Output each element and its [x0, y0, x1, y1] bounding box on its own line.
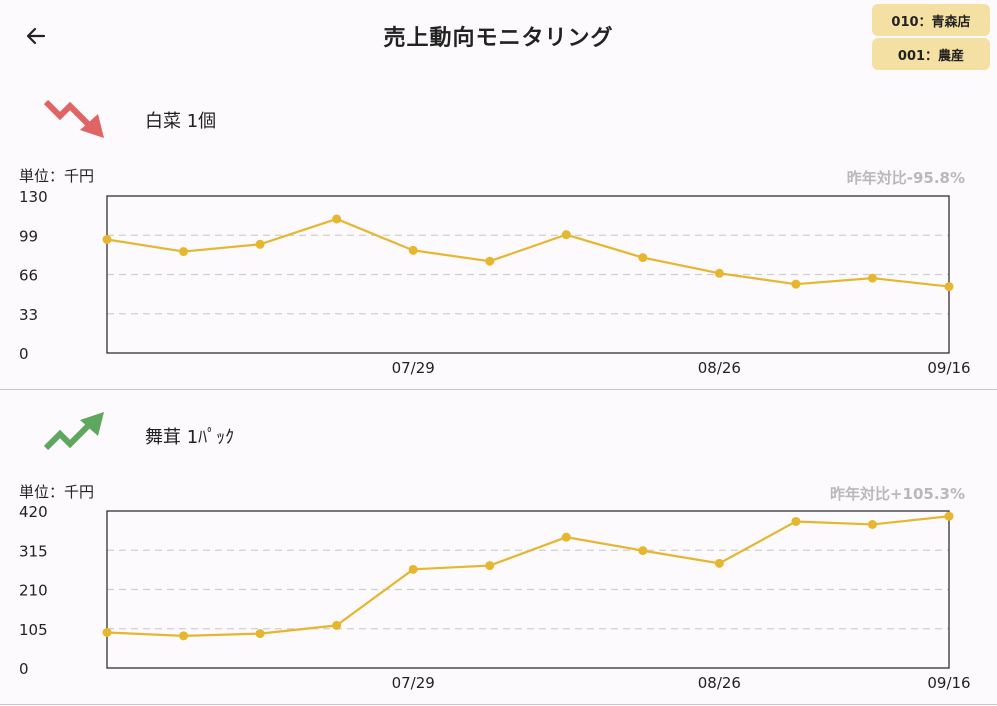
yoy-ratio: 昨年対比+105.3%	[829, 485, 965, 503]
y-tick-label: 99	[19, 227, 38, 245]
unit-label: 単位：千円	[19, 483, 95, 501]
series-line	[106, 217, 950, 288]
y-tick-label: 105	[19, 621, 48, 639]
department-selector-button[interactable]: 001：農産	[872, 38, 990, 70]
store-selector-button[interactable]: 010：青森店	[872, 4, 990, 36]
data-point	[638, 546, 648, 556]
data-point	[102, 627, 112, 637]
trend-down-icon	[43, 99, 104, 138]
y-tick-label: 210	[19, 582, 48, 600]
data-point	[561, 230, 571, 240]
data-point	[102, 234, 112, 244]
y-tick-label: 0	[19, 660, 29, 678]
data-point	[179, 247, 189, 257]
data-point	[485, 561, 495, 571]
data-point	[255, 239, 265, 249]
x-tick-label: 09/16	[927, 359, 970, 377]
y-tick-label: 420	[19, 503, 48, 521]
sales-line-chart: 420 315 210 105 0 07/29 08/26 09/16	[19, 503, 971, 692]
back-arrow-icon[interactable]	[22, 22, 50, 50]
section-divider	[0, 389, 997, 390]
data-point	[255, 629, 265, 639]
y-tick-label: 130	[19, 188, 48, 206]
series-line	[106, 515, 950, 637]
x-tick-label: 08/26	[698, 359, 741, 377]
data-point	[867, 273, 877, 283]
data-point	[332, 620, 342, 630]
plot-frame	[106, 510, 950, 669]
data-point	[944, 511, 954, 521]
y-tick-label: 315	[19, 542, 48, 560]
data-point	[791, 279, 801, 289]
plot-frame	[106, 195, 950, 354]
product-name: 舞茸 1ﾊﾟｯｸ	[145, 427, 235, 448]
product-name: 白菜 1個	[145, 111, 217, 132]
section-divider	[0, 704, 997, 705]
x-tick-label: 07/29	[392, 674, 435, 692]
data-point	[179, 631, 189, 641]
data-point	[561, 532, 571, 542]
data-point	[332, 214, 342, 224]
x-tick-label: 09/16	[927, 674, 970, 692]
data-point	[714, 268, 724, 278]
page-title: 売上動向モニタリング	[383, 26, 614, 51]
data-point	[408, 245, 418, 255]
y-tick-label: 33	[19, 306, 38, 324]
unit-label: 単位：千円	[19, 167, 95, 185]
app-header: 売上動向モニタリング 010：青森店 001：農産	[0, 0, 997, 80]
data-point	[638, 253, 648, 263]
data-point	[408, 564, 418, 574]
data-point	[791, 516, 801, 526]
y-tick-label: 66	[19, 267, 38, 285]
data-point	[944, 282, 954, 292]
data-point	[485, 256, 495, 266]
data-point	[714, 558, 724, 568]
sales-line-chart: 130 99 66 33 0 07/29 08/26 09/16	[19, 188, 971, 377]
yoy-ratio: 昨年対比-95.8%	[846, 169, 965, 187]
trend-up-icon	[43, 412, 104, 451]
y-tick-label: 0	[19, 345, 29, 363]
data-point	[867, 519, 877, 529]
x-tick-label: 07/29	[392, 359, 435, 377]
x-tick-label: 08/26	[698, 674, 741, 692]
